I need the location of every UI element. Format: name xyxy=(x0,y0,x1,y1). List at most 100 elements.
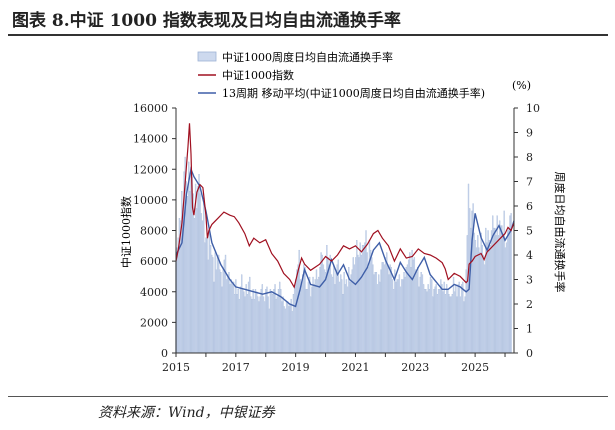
turnover-bar xyxy=(209,245,212,354)
turnover-bar xyxy=(435,284,437,354)
series-line-turnover-ma xyxy=(175,166,515,308)
left-tick-label: 0 xyxy=(161,347,168,360)
turnover-bar xyxy=(197,186,199,354)
turnover-bar xyxy=(486,242,488,354)
turnover-bar xyxy=(335,269,337,354)
turnover-bar xyxy=(239,286,242,354)
turnover-bar xyxy=(428,289,431,354)
turnover-bar xyxy=(359,242,361,354)
turnover-bar xyxy=(278,281,281,354)
turnover-bar xyxy=(346,286,349,354)
turnover-bar xyxy=(343,271,345,354)
turnover-bar xyxy=(368,240,371,354)
turnover-bar xyxy=(258,301,260,354)
turnover-bar xyxy=(334,284,336,354)
right-tick-label: 4 xyxy=(526,249,533,262)
turnover-bar xyxy=(232,281,235,354)
right-tick-label: 0 xyxy=(526,347,533,360)
turnover-bar xyxy=(311,286,313,354)
turnover-bar xyxy=(224,254,227,354)
turnover-bar xyxy=(392,289,395,354)
x-tick-label: 2025 xyxy=(461,361,489,374)
turnover-bar xyxy=(437,289,440,354)
turnover-bar xyxy=(193,218,196,354)
turnover-bar xyxy=(344,284,346,354)
turnover-bar xyxy=(243,291,245,354)
turnover-bar xyxy=(504,247,507,354)
turnover-bar xyxy=(251,298,253,354)
left-tick-label: 10000 xyxy=(133,194,168,207)
turnover-bar xyxy=(360,254,363,354)
turnover-bar xyxy=(399,286,402,354)
turnover-bar xyxy=(509,215,511,354)
turnover-bar xyxy=(403,271,405,354)
turnover-bar xyxy=(505,242,508,354)
legend-label-ma: 13周期 移动平均(中证1000周度日均自由流通换手率) xyxy=(222,86,485,100)
turnover-bar xyxy=(280,289,282,354)
turnover-bar xyxy=(287,301,289,354)
turnover-bar xyxy=(475,247,478,354)
turnover-bar xyxy=(245,284,247,354)
turnover-bar xyxy=(283,306,285,354)
turnover-bar xyxy=(510,213,512,354)
turnover-bar xyxy=(473,232,475,354)
turnover-bar xyxy=(262,296,265,354)
turnover-bar xyxy=(252,289,254,354)
turnover-bar xyxy=(378,274,380,354)
turnover-bar xyxy=(480,232,482,354)
turnover-bar xyxy=(416,271,418,354)
turnover-bar xyxy=(455,284,457,354)
figure-title: 图表 8.中证 1000 指数表现及日均自由流通换手率 xyxy=(12,11,401,31)
turnover-bar xyxy=(318,276,320,354)
turnover-bar xyxy=(478,247,480,354)
x-tick-label: 2023 xyxy=(401,361,429,374)
x-tick-label: 2019 xyxy=(282,361,310,374)
turnover-bar xyxy=(192,193,194,354)
chart-lines xyxy=(175,123,515,308)
turnover-bar xyxy=(202,203,205,354)
turnover-bar xyxy=(185,181,188,354)
turnover-bar xyxy=(450,296,452,354)
turnover-bar xyxy=(272,294,274,354)
turnover-bar xyxy=(463,301,465,354)
turnover-bar xyxy=(414,269,417,354)
turnover-bar xyxy=(373,274,375,354)
turnover-bar xyxy=(396,279,398,354)
turnover-bar xyxy=(292,294,295,354)
right-tick-label: 7 xyxy=(526,176,533,189)
turnover-bar xyxy=(424,289,426,354)
turnover-bar xyxy=(342,294,344,354)
turnover-bar xyxy=(201,220,204,354)
turnover-bar xyxy=(189,191,191,354)
turnover-bar xyxy=(212,257,214,354)
turnover-bar xyxy=(483,264,486,354)
turnover-bar xyxy=(441,284,443,354)
turnover-bar xyxy=(331,276,334,354)
turnover-bar xyxy=(266,286,268,354)
left-axis-label: 中证1000指数 xyxy=(119,196,133,268)
left-tick-label: 6000 xyxy=(140,255,168,268)
right-tick-label: 1 xyxy=(526,323,533,336)
turnover-bar xyxy=(190,166,192,354)
turnover-bars xyxy=(175,156,512,354)
turnover-bar xyxy=(306,289,308,354)
turnover-bar xyxy=(329,254,331,354)
turnover-bar xyxy=(223,259,226,354)
right-tick-label: 8 xyxy=(526,151,533,164)
turnover-bar xyxy=(198,173,200,354)
turnover-bar xyxy=(508,227,510,354)
right-tick-label: 6 xyxy=(526,200,533,213)
turnover-bar xyxy=(498,220,501,354)
turnover-bar xyxy=(503,210,505,354)
turnover-bar xyxy=(481,245,483,354)
turnover-bar xyxy=(402,279,404,354)
turnover-bar xyxy=(349,281,351,354)
turnover-bar xyxy=(410,267,412,354)
turnover-bar xyxy=(250,296,252,354)
turnover-bar xyxy=(449,296,451,354)
turnover-bar xyxy=(267,296,269,354)
turnover-bar xyxy=(451,294,454,354)
turnover-bar xyxy=(274,284,276,354)
turnover-bar xyxy=(426,291,428,354)
turnover-bar xyxy=(199,193,201,354)
